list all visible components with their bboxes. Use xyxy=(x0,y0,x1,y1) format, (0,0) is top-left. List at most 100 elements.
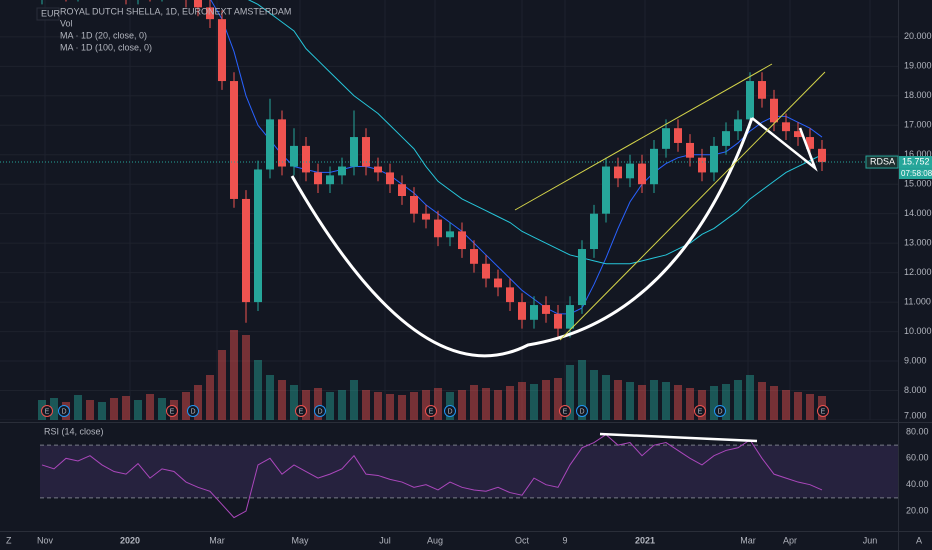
event-label: E xyxy=(821,408,826,415)
candle-body xyxy=(410,196,418,214)
volume-bar xyxy=(638,385,646,420)
candle-body xyxy=(710,145,718,173)
x-tick-label: Oct xyxy=(515,535,530,545)
x-tick-label: 9 xyxy=(562,535,567,545)
volume-bar xyxy=(542,380,550,420)
volume-bar xyxy=(662,382,670,420)
candle-body xyxy=(554,313,562,329)
event-marker xyxy=(817,405,829,417)
volume-bar xyxy=(362,390,370,420)
candle-body xyxy=(434,219,442,238)
volume-bar xyxy=(554,378,562,420)
y-tick-label: 8.000 xyxy=(904,385,927,395)
countdown: 07:58:08 xyxy=(901,169,932,178)
candle-body xyxy=(770,98,778,123)
volume-bar xyxy=(566,365,574,420)
event-label: D xyxy=(579,408,584,415)
volume-bar xyxy=(746,375,754,420)
candle-body xyxy=(326,175,334,185)
candle-body xyxy=(698,157,706,173)
volume-bar xyxy=(734,380,742,420)
candle-body xyxy=(290,145,298,167)
x-tick-label: Jul xyxy=(379,535,391,545)
candle-body xyxy=(446,231,454,238)
symbol-tag xyxy=(865,155,899,169)
volume-bar xyxy=(626,382,634,420)
event-label: D xyxy=(317,408,322,415)
candle-body xyxy=(314,172,322,185)
volume-bar xyxy=(338,390,346,420)
candle-body xyxy=(818,148,826,163)
candle-body xyxy=(374,166,382,173)
cup-drawing xyxy=(290,117,754,358)
event-marker xyxy=(576,405,588,417)
volume-bar xyxy=(602,375,610,420)
y-tick-label: 15.000 xyxy=(904,179,932,189)
volume-bar xyxy=(686,388,694,420)
candle-body xyxy=(386,172,394,185)
candle-body xyxy=(530,305,538,320)
volume-bar xyxy=(134,400,142,420)
volume-bar xyxy=(398,395,406,420)
volume-bar xyxy=(194,385,202,420)
y-tick-label: 20.000 xyxy=(904,31,932,41)
rsi-tick-label: 80.00 xyxy=(906,426,929,436)
ma100-label: MA · 1D (100, close, 0) xyxy=(60,42,152,52)
candle-body xyxy=(650,148,658,185)
event-marker xyxy=(58,405,70,417)
rsi-divergence-line xyxy=(599,432,758,443)
candle-body xyxy=(734,119,742,132)
candle-body xyxy=(278,119,286,167)
currency: EUR xyxy=(41,8,61,18)
volume-bar xyxy=(386,394,394,420)
y-tick-label: 17.000 xyxy=(904,120,932,130)
volume-bar xyxy=(158,398,166,420)
candle-body xyxy=(362,137,370,167)
candle-body xyxy=(542,305,550,314)
axes: 7.000 8.000 9.000 10.000 11.000 12.000 13.000 1… xyxy=(37,31,932,545)
event-label: E xyxy=(698,408,703,415)
event-label: D xyxy=(190,408,195,415)
x-tick-label: Nov xyxy=(37,535,54,545)
volume-bar xyxy=(290,385,298,420)
volume-bar xyxy=(374,392,382,420)
candle-body xyxy=(230,81,238,199)
volume-bar xyxy=(302,390,310,420)
rsi-tick-label: 20.00 xyxy=(906,505,929,515)
volume-bar xyxy=(146,394,154,420)
volume-bar xyxy=(122,396,130,420)
event-label: D xyxy=(447,408,452,415)
event-marker xyxy=(694,405,706,417)
candle-body xyxy=(518,302,526,320)
x-tick-label: Aug xyxy=(427,535,443,545)
rsi-band xyxy=(40,445,898,498)
event-label: E xyxy=(299,408,304,415)
volume-bar xyxy=(326,392,334,420)
event-label: E xyxy=(429,408,434,415)
volume-bar xyxy=(674,385,682,420)
candle-body xyxy=(458,231,466,250)
volume-bar xyxy=(614,380,622,420)
volume-bar xyxy=(278,380,286,420)
volume-bar xyxy=(458,390,466,420)
vol-label: Vol xyxy=(60,18,73,28)
event-marker xyxy=(559,405,571,417)
candle-body xyxy=(266,119,274,170)
candle-body xyxy=(470,249,478,264)
y-tick-label: 13.000 xyxy=(904,238,932,248)
corner-right: A xyxy=(916,535,922,545)
volume-bar xyxy=(218,350,226,420)
last-price: 15.752 xyxy=(902,156,930,166)
rsi-pane xyxy=(40,433,898,519)
volume-bar xyxy=(434,388,442,420)
symbol: RDSA xyxy=(870,156,895,166)
volume-bar xyxy=(350,380,358,420)
volume-bar xyxy=(242,335,250,420)
candle-body xyxy=(614,166,622,179)
candle-body xyxy=(302,145,310,173)
y-tick-label: 11.000 xyxy=(904,296,931,306)
volume-bar xyxy=(410,392,418,420)
y-tick-label: 14.000 xyxy=(904,208,932,218)
rsi-tick-label: 60.00 xyxy=(906,453,929,463)
